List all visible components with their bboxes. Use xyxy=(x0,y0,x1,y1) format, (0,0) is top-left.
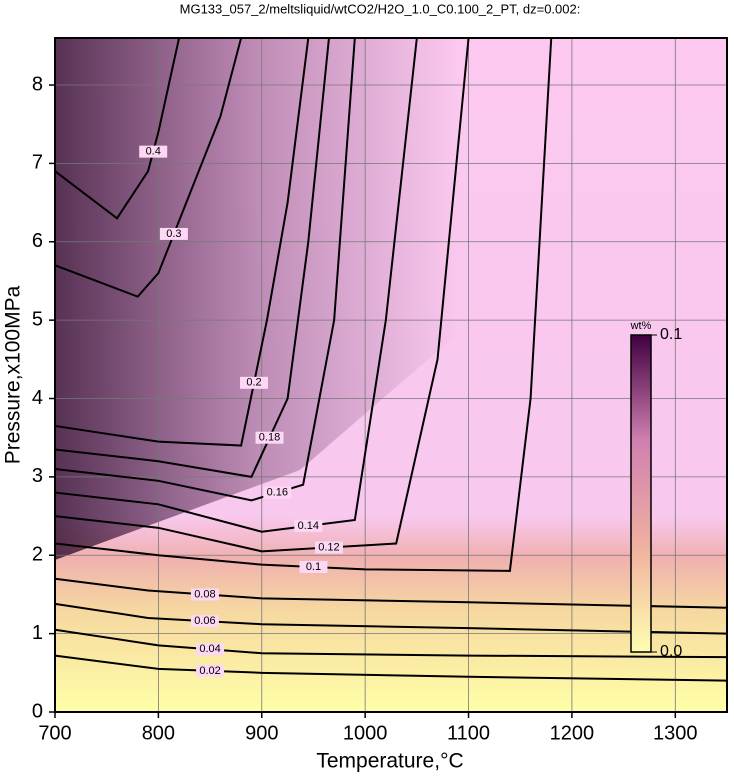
contour-label-bg xyxy=(159,227,188,240)
contour-label-bg xyxy=(314,541,343,554)
y-tick-label: 3 xyxy=(32,465,43,487)
contour-line xyxy=(54,37,553,572)
chart-title: MG133_057_2/meltsliquid/wtCO2/H2O_1.0_C0… xyxy=(180,1,581,16)
contour-label-bg xyxy=(196,643,225,656)
y-tick-label: 1 xyxy=(32,622,43,644)
x-tick-label: 800 xyxy=(142,722,175,744)
contour-label: 0.1 xyxy=(306,561,321,573)
contour-label: 0.06 xyxy=(194,615,215,627)
contour-label-bg xyxy=(299,561,328,574)
y-tick-label: 7 xyxy=(32,152,43,174)
y-tick-label: 6 xyxy=(32,230,43,252)
contour-line xyxy=(54,577,728,609)
contour-label-bg xyxy=(255,431,284,444)
x-tick-label: 1200 xyxy=(550,722,595,744)
contour-line xyxy=(54,654,728,682)
contour-label-bg xyxy=(139,145,168,158)
plot-frame xyxy=(54,37,728,713)
y-tick-label: 5 xyxy=(32,308,43,330)
contour-label: 0.04 xyxy=(199,643,220,655)
colorbar-label: wt% xyxy=(630,320,652,332)
contour-label-bg xyxy=(294,519,323,532)
contour-label: 0.16 xyxy=(267,486,288,498)
colorbar-tick-label: 0.0 xyxy=(660,643,682,660)
contour-label: 0.3 xyxy=(166,228,181,240)
y-tick-label: 0 xyxy=(32,700,43,722)
colorbar-tick-label: 0.1 xyxy=(660,326,682,343)
y-tick-label: 2 xyxy=(32,544,43,566)
contour-label-bg xyxy=(190,615,219,628)
dense-contour-shading xyxy=(55,38,560,560)
colorbar xyxy=(630,334,652,653)
contour-label: 0.18 xyxy=(259,432,280,444)
x-tick-label: 700 xyxy=(38,722,71,744)
contour-label: 0.08 xyxy=(194,588,215,600)
contour-label-bg xyxy=(196,664,225,677)
contour-label-bg xyxy=(190,588,219,601)
y-axis-label: Pressure,x100MPa xyxy=(2,285,25,464)
y-tick-label: 8 xyxy=(32,73,43,95)
contour-label-bg xyxy=(263,486,292,499)
y-tick-label: 4 xyxy=(32,387,43,409)
contour-label: 0.14 xyxy=(298,520,319,532)
x-tick-label: 1100 xyxy=(447,722,490,744)
contour-label: 0.4 xyxy=(146,146,161,158)
x-tick-label: 1000 xyxy=(343,722,388,744)
contour-label: 0.2 xyxy=(246,377,261,389)
x-tick-label: 900 xyxy=(245,722,278,744)
contour-label-bg xyxy=(240,376,269,389)
contour-label: 0.12 xyxy=(318,541,339,553)
contour-line xyxy=(54,628,728,659)
x-tick-label: 1300 xyxy=(653,722,698,744)
contour-label: 0.02 xyxy=(199,665,220,677)
x-axis-label: Temperature,°C xyxy=(316,750,463,773)
contour-line xyxy=(54,602,728,635)
